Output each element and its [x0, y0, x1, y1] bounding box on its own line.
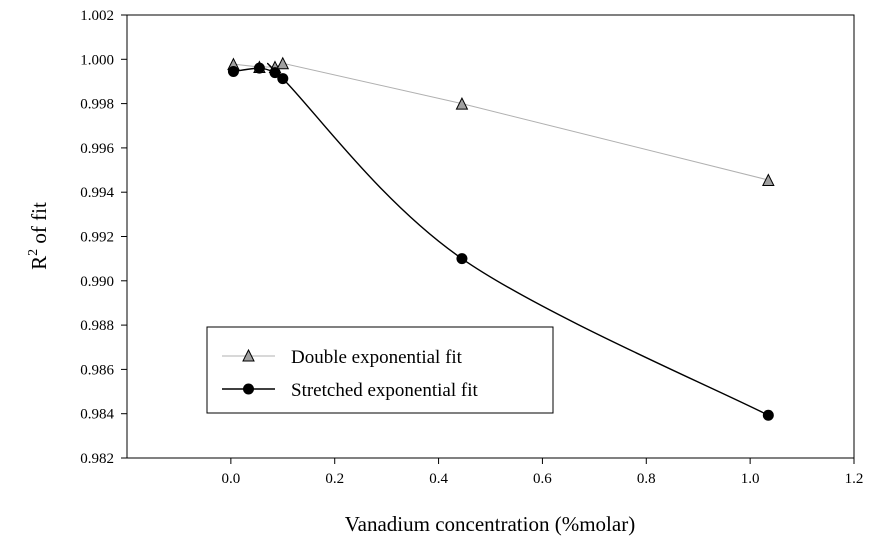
- y-tick-label: 0.998: [80, 97, 114, 113]
- y-tick-label: 0.984: [80, 407, 114, 423]
- series-layer: [227, 56, 775, 421]
- y-tick-label: 0.982: [80, 451, 114, 467]
- x-tick-label: 0.0: [221, 471, 240, 487]
- legend-marker-triangle: [242, 348, 255, 362]
- y-tick-label: 0.992: [80, 230, 114, 246]
- data-point-circle: [253, 62, 265, 74]
- y-axis-ticks: 0.982 0.984 0.986 0.988 0.990 0.992 0.994 0.996…: [80, 8, 127, 467]
- data-point-circle: [456, 253, 468, 265]
- x-tick-label: 0.4: [429, 471, 448, 487]
- y-axis-title-rest: of fit: [27, 202, 51, 249]
- x-tick-label: 0.8: [637, 471, 656, 487]
- legend-label-double: Double exponential fit: [291, 347, 463, 368]
- data-point-triangle: [276, 56, 290, 70]
- data-point-triangle: [762, 173, 775, 187]
- y-tick-label: 0.986: [80, 362, 114, 378]
- series-line: [233, 62, 769, 181]
- data-point-circle: [277, 73, 289, 85]
- data-point-triangle: [455, 96, 469, 110]
- x-tick-label: 1.2: [845, 471, 864, 487]
- y-tick-label: 1.002: [80, 8, 114, 24]
- data-point-circle: [227, 65, 239, 77]
- x-axis-ticks: 0.0 0.2 0.4 0.6 0.8 1.0 1.2: [221, 458, 863, 487]
- y-axis-title-superscript: 2: [26, 249, 41, 256]
- x-tick-label: 0.6: [533, 471, 552, 487]
- y-tick-label: 1.000: [80, 52, 114, 68]
- x-axis-title: Vanadium concentration (%molar): [345, 512, 635, 536]
- x-tick-label: 0.2: [325, 471, 344, 487]
- data-point-circle: [269, 67, 281, 79]
- y-tick-label: 0.996: [80, 141, 114, 157]
- x-tick-label: 1.0: [741, 471, 760, 487]
- legend: Double exponential fit Stretched exponen…: [206, 326, 554, 414]
- y-axis-title: R2 of fit: [26, 202, 51, 270]
- legend-marker-circle: [243, 383, 254, 395]
- series-1: [227, 62, 774, 421]
- y-tick-label: 0.990: [80, 274, 114, 290]
- series-0: [227, 56, 775, 187]
- y-tick-label: 0.988: [80, 318, 114, 334]
- legend-box: [206, 326, 554, 414]
- y-axis-title-base: R: [27, 256, 51, 270]
- y-tick-label: 0.994: [80, 185, 114, 201]
- legend-label-stretched: Stretched exponential fit: [291, 380, 478, 401]
- data-point-circle: [762, 409, 774, 421]
